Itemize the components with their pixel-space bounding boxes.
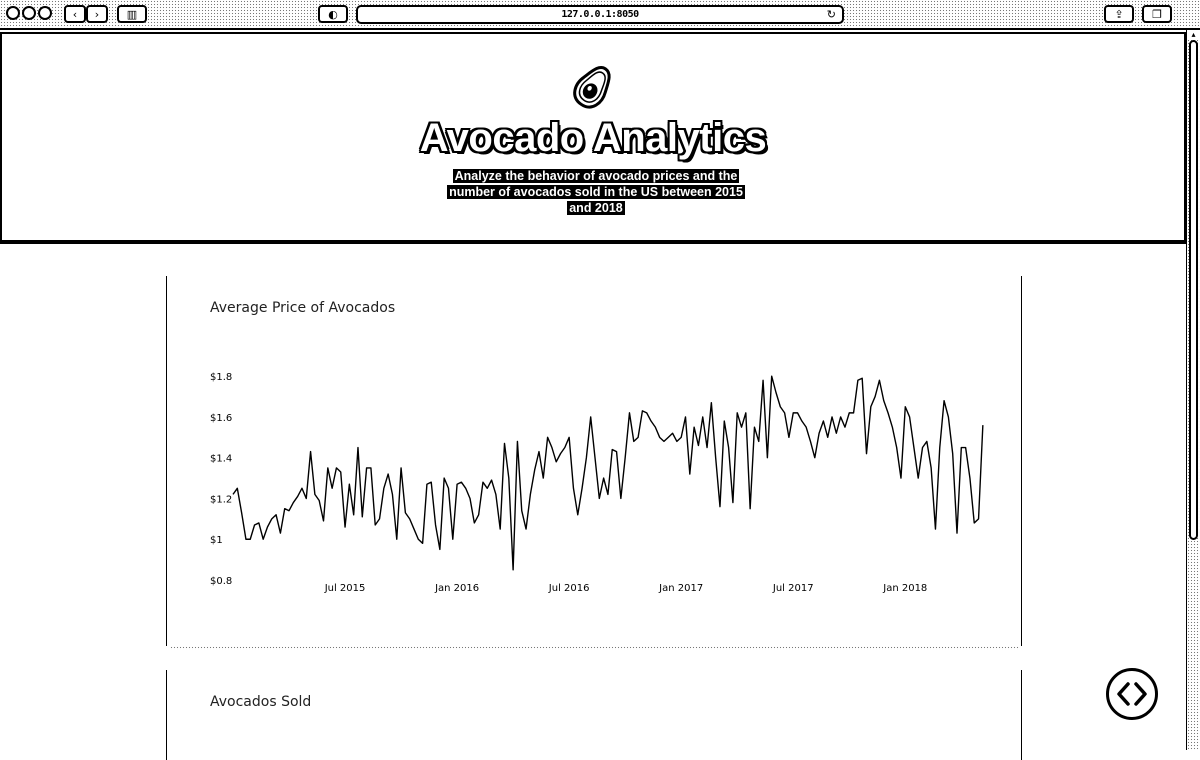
volume-chart-title: Avocados Sold [210, 694, 312, 710]
y-tick-label: $0.8 [210, 576, 232, 587]
x-tick-label: Jul 2015 [324, 583, 366, 594]
volume-chart-card: Avocados Sold [166, 670, 1022, 760]
minimize-window-button[interactable] [22, 6, 36, 20]
sidebar-button[interactable]: ▥ [117, 5, 147, 23]
close-window-button[interactable] [6, 6, 20, 20]
y-tick-label: $1 [210, 535, 223, 546]
browser-toolbar: ‹ › ▥ ◐ 127.0.0.1:8050 ↻ ⇪ ❐ [0, 0, 1200, 30]
y-tick-label: $1.4 [210, 454, 232, 465]
forward-button[interactable]: › [86, 5, 108, 23]
y-tick-label: $1.2 [210, 494, 232, 505]
code-nav-button[interactable] [1106, 668, 1158, 720]
price-series-line [232, 375, 984, 571]
card-divider [170, 646, 1020, 650]
tabs-button[interactable]: ❐ [1142, 5, 1172, 23]
code-chevrons-icon [1117, 682, 1147, 706]
address-bar[interactable]: 127.0.0.1:8050 ↻ [356, 5, 844, 24]
scroll-up-icon[interactable]: ▴ [1187, 30, 1200, 40]
page-scrollbar[interactable]: ▴ [1186, 30, 1200, 750]
price-chart[interactable]: $0.8 $1 $1.2 $1.4 $1.6 $1.8 Jul 2015 Jan 2016 Ju… [167, 276, 1021, 646]
privacy-icon: ◐ [328, 7, 338, 21]
page-header: Avocado Analytics Analyze the behavior o… [0, 32, 1186, 244]
y-tick-label: $1.6 [210, 413, 232, 424]
tabs-icon: ❐ [1152, 7, 1162, 21]
url-text: 127.0.0.1:8050 [559, 9, 641, 20]
forward-icon: › [94, 7, 100, 21]
x-tick-label: Jan 2017 [658, 583, 703, 594]
scroll-thumb[interactable] [1189, 40, 1198, 540]
sidebar-icon: ▥ [126, 7, 138, 21]
page-title: Avocado Analytics [419, 116, 767, 160]
y-tick-label: $1.8 [210, 372, 232, 383]
price-chart-card: Average Price of Avocados $0.8 $1 $1.2 $1.4… [166, 276, 1022, 646]
page-description: Analyze the behavior of avocado prices a… [436, 168, 756, 216]
x-tick-label: Jul 2016 [548, 583, 590, 594]
zoom-window-button[interactable] [38, 6, 52, 20]
x-tick-label: Jan 2016 [434, 583, 479, 594]
share-button[interactable]: ⇪ [1104, 5, 1134, 23]
avocado-icon [573, 66, 611, 109]
back-button[interactable]: ‹ [64, 5, 86, 23]
share-icon: ⇪ [1114, 7, 1124, 21]
privacy-button[interactable]: ◐ [318, 5, 348, 23]
reload-icon[interactable]: ↻ [826, 8, 836, 21]
x-tick-label: Jan 2018 [882, 583, 927, 594]
description-text: Analyze the behavior of avocado prices a… [447, 169, 745, 215]
price-chart-title: Average Price of Avocados [210, 300, 396, 316]
x-tick-label: Jul 2017 [772, 583, 814, 594]
back-icon: ‹ [72, 7, 78, 21]
